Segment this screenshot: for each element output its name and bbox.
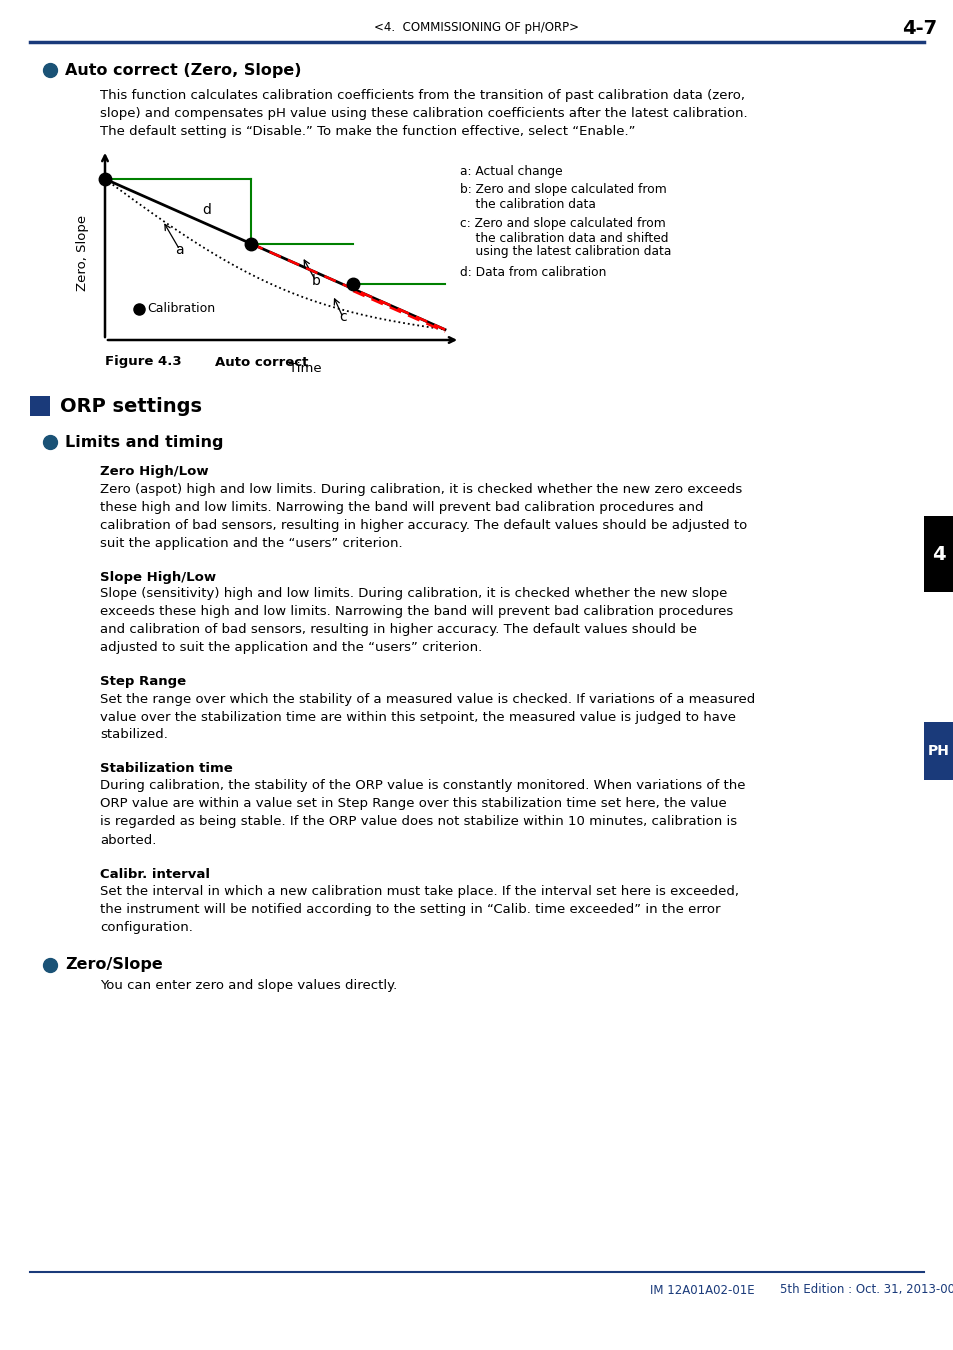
Text: a: a <box>175 243 184 256</box>
Text: is regarded as being stable. If the ORP value does not stabilize within 10 minut: is regarded as being stable. If the ORP … <box>100 815 737 829</box>
Text: the calibration data: the calibration data <box>459 197 596 211</box>
Text: During calibration, the stability of the ORP value is constantly monitored. When: During calibration, the stability of the… <box>100 779 744 792</box>
Text: 4-7: 4-7 <box>902 19 937 38</box>
Text: Zero (aspot) high and low limits. During calibration, it is checked whether the : Zero (aspot) high and low limits. During… <box>100 482 741 495</box>
Text: d: d <box>202 204 212 217</box>
Bar <box>30 396 50 416</box>
Text: c: c <box>339 310 347 324</box>
Text: You can enter zero and slope values directly.: You can enter zero and slope values dire… <box>100 979 396 991</box>
Text: these high and low limits. Narrowing the band will prevent bad calibration proce: these high and low limits. Narrowing the… <box>100 501 702 513</box>
Text: configuration.: configuration. <box>100 921 193 933</box>
Text: ORP settings: ORP settings <box>60 397 202 416</box>
Text: Auto correct: Auto correct <box>214 355 308 369</box>
Text: Step Range: Step Range <box>100 675 186 688</box>
Text: Set the range over which the stability of a measured value is checked. If variat: Set the range over which the stability o… <box>100 693 755 706</box>
Text: the calibration data and shifted: the calibration data and shifted <box>459 231 668 244</box>
Text: adjusted to suit the application and the “users” criterion.: adjusted to suit the application and the… <box>100 641 482 655</box>
Text: Calibration: Calibration <box>147 302 214 315</box>
Text: Figure 4.3: Figure 4.3 <box>105 355 181 369</box>
Text: <4.  COMMISSIONING OF pH/ORP>: <4. COMMISSIONING OF pH/ORP> <box>375 22 578 35</box>
Text: the instrument will be notified according to the setting in “Calib. time exceede: the instrument will be notified accordin… <box>100 903 720 915</box>
Text: 5th Edition : Oct. 31, 2013-00: 5th Edition : Oct. 31, 2013-00 <box>780 1284 953 1296</box>
Text: IM 12A01A02-01E: IM 12A01A02-01E <box>649 1284 754 1296</box>
Text: exceeds these high and low limits. Narrowing the band will prevent bad calibrati: exceeds these high and low limits. Narro… <box>100 606 733 618</box>
Bar <box>923 516 953 593</box>
Text: Zero/Slope: Zero/Slope <box>65 957 163 972</box>
Text: Limits and timing: Limits and timing <box>65 435 223 450</box>
Text: 4: 4 <box>931 544 944 563</box>
Text: Zero, Slope: Zero, Slope <box>76 215 90 290</box>
Text: The default setting is “Disable.” To make the function effective, select “Enable: The default setting is “Disable.” To mak… <box>100 124 635 138</box>
Text: This function calculates calibration coefficients from the transition of past ca: This function calculates calibration coe… <box>100 89 744 101</box>
Text: stabilized.: stabilized. <box>100 729 168 741</box>
Text: Set the interval in which a new calibration must take place. If the interval set: Set the interval in which a new calibrat… <box>100 884 739 898</box>
Text: Auto correct (Zero, Slope): Auto correct (Zero, Slope) <box>65 62 301 77</box>
Text: suit the application and the “users” criterion.: suit the application and the “users” cri… <box>100 536 402 549</box>
Text: calibration of bad sensors, resulting in higher accuracy. The default values sho: calibration of bad sensors, resulting in… <box>100 518 746 532</box>
Text: d: Data from calibration: d: Data from calibration <box>459 266 606 278</box>
Text: a: Actual change: a: Actual change <box>459 166 562 178</box>
Text: Calibr. interval: Calibr. interval <box>100 868 210 880</box>
Text: PH: PH <box>927 744 949 757</box>
Text: Zero High/Low: Zero High/Low <box>100 466 209 478</box>
Text: and calibration of bad sensors, resulting in higher accuracy. The default values: and calibration of bad sensors, resultin… <box>100 624 697 636</box>
Text: c: Zero and slope calculated from: c: Zero and slope calculated from <box>459 217 665 231</box>
Text: Time: Time <box>289 362 321 374</box>
Text: aborted.: aborted. <box>100 833 156 846</box>
Text: using the latest calibration data: using the latest calibration data <box>459 246 671 258</box>
Bar <box>923 722 953 780</box>
Text: Slope (sensitivity) high and low limits. During calibration, it is checked wheth: Slope (sensitivity) high and low limits.… <box>100 587 726 601</box>
Text: slope) and compensates pH value using these calibration coefficients after the l: slope) and compensates pH value using th… <box>100 107 747 120</box>
Text: Stabilization time: Stabilization time <box>100 763 233 775</box>
Text: Slope High/Low: Slope High/Low <box>100 571 216 583</box>
Text: value over the stabilization time are within this setpoint, the measured value i: value over the stabilization time are wi… <box>100 710 735 724</box>
Text: ORP value are within a value set in Step Range over this stabilization time set : ORP value are within a value set in Step… <box>100 798 726 810</box>
Text: b: Zero and slope calculated from: b: Zero and slope calculated from <box>459 184 666 197</box>
Text: b: b <box>311 274 320 288</box>
